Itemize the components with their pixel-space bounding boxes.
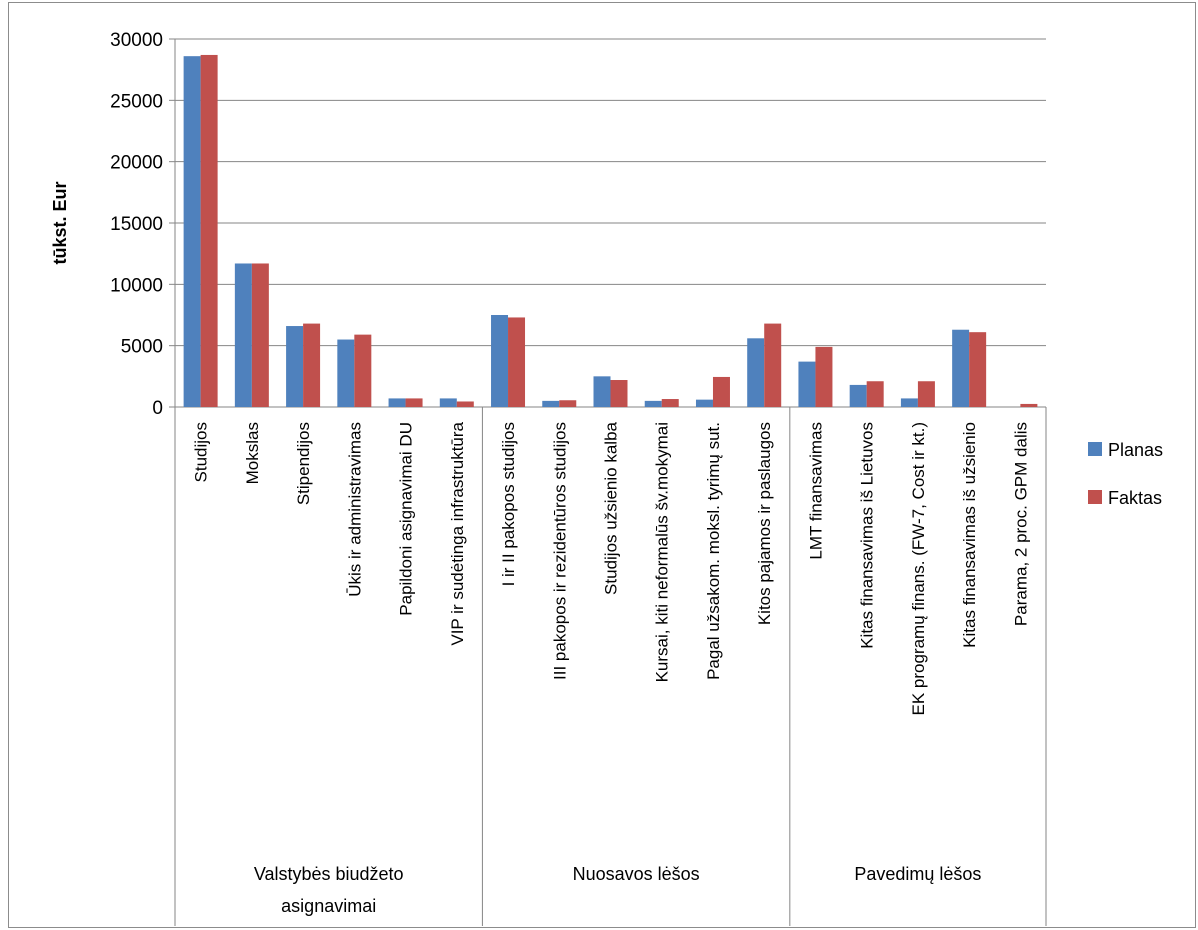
category-label: Stipendijos [294,422,313,505]
bar-faktas [200,54,218,408]
bar-faktas [354,334,372,407]
bar-faktas [764,323,782,407]
legend-label-planas: Planas [1108,440,1163,460]
category-label: VIP ir sudėtinga infrastruktūra [448,421,467,645]
y-tick-label: 25000 [110,91,163,112]
bar-planas [542,400,560,407]
group-label: Pavedimų lėšos [854,864,981,884]
y-axis-label: tūkst. Eur [50,181,70,264]
bar-planas [286,326,304,407]
y-tick-label: 20000 [110,153,163,174]
bar-faktas [456,401,474,407]
category-label: Studijos užsienio kalba [602,421,621,594]
category-label: Studijos [192,422,211,482]
bar-planas [337,339,355,407]
bar-faktas [661,399,679,407]
bar-planas [900,398,918,407]
category-label: Parama, 2 proc. GPM dalis [1011,422,1030,626]
bar-planas [644,400,662,407]
bar-planas [849,384,867,407]
legend-swatch-faktas [1088,490,1102,504]
bar-planas [439,398,457,407]
category-label: EK programų finans. (FW-7, Cost ir kt.) [909,422,928,715]
y-tick-label: 10000 [110,275,163,296]
category-label: Ūkis ir administravimas [345,422,364,597]
category-label: Papildoni asignavimai DU [397,422,416,616]
bar-planas [747,338,765,407]
y-tick-label: 5000 [121,337,163,358]
category-label: Kitas finansavimas iš užsienio [960,422,979,648]
bar-planas [798,361,816,407]
category-label: LMT finansavimas [806,422,825,560]
bar-planas [388,398,406,407]
category-label: Mokslas [243,422,262,484]
category-label: Kitos pajamos ir paslaugos [755,422,774,625]
legend-swatch-planas [1088,442,1102,456]
bar-planas [952,329,970,407]
bar-faktas [917,381,935,407]
bar-faktas [559,400,577,407]
y-tick-label: 0 [152,398,163,419]
bar-planas [491,315,509,407]
y-tick-label: 15000 [110,214,163,235]
category-label: Kursai, kiti neformalūs šv.mokymai [653,422,672,682]
group-label: asignavimai [281,896,376,916]
bar-planas [234,263,252,407]
category-label: III pakopos ir rezidentūros studijos [550,422,569,680]
bar-faktas [969,332,987,407]
bar-faktas [251,263,269,407]
category-label: Pagal užsakom. moksl. tyrimų sut. [704,422,723,680]
category-label: Kitas finansavimas iš Lietuvos [858,422,877,649]
bar-planas [695,399,713,407]
group-label: Valstybės biudžeto [254,864,404,884]
bar-faktas [866,381,884,407]
category-label: I ir II pakopos studijos [499,422,518,586]
bar-faktas [815,346,833,407]
bar-planas [183,56,201,407]
legend-label-faktas: Faktas [1108,488,1162,508]
bar-faktas [405,398,423,407]
bar-faktas [1020,403,1038,407]
bar-faktas [712,376,730,407]
bar-faktas [508,317,526,407]
bar-faktas [303,323,321,407]
y-tick-label: 30000 [110,30,163,51]
bar-planas [593,376,611,407]
group-label: Nuosavos lėšos [573,864,700,884]
bar-faktas [610,380,628,407]
